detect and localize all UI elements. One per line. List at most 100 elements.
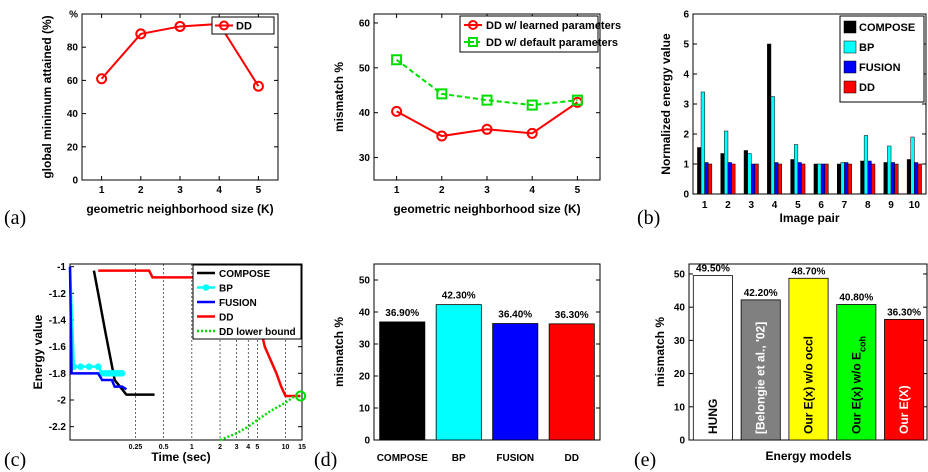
data-point	[86, 364, 92, 370]
x-tick-label: 5	[255, 444, 259, 451]
y-tick-label: -2.2	[49, 422, 67, 433]
y-tick-label: 6	[683, 10, 689, 21]
x-tick-label: 2	[725, 200, 731, 211]
bar-category-label: Our E(X)	[897, 385, 911, 434]
legend-label: BP	[859, 42, 874, 54]
y-axis-label: Energy value	[31, 314, 45, 389]
y-tick-label: -1.6	[49, 342, 67, 353]
bar	[864, 136, 868, 195]
x-tick-label: 2	[138, 185, 144, 196]
y-axis-label: global minimum attained (%)	[40, 15, 54, 178]
x-tick-label: 5	[795, 200, 801, 211]
bar-value-label: 42.30%	[442, 291, 476, 302]
bar	[791, 160, 795, 195]
bar	[818, 164, 822, 194]
bar	[907, 160, 911, 195]
bar	[744, 151, 748, 195]
legend: DD w/ learned parametersDD w/ default pa…	[460, 16, 621, 52]
panel-label: (a)	[4, 207, 26, 229]
y-tick-label: 20	[674, 369, 686, 380]
x-tick-label: DD	[565, 453, 579, 464]
x-tick-label: 3	[177, 185, 183, 196]
legend-label: FUSION	[219, 298, 257, 309]
y-tick-label: 60	[67, 76, 79, 87]
bar	[821, 164, 825, 194]
bar	[728, 163, 732, 195]
x-tick-label: 4	[216, 185, 222, 196]
chart-a: 020406080%1 2 3 4 5DDglobal minimum attained…	[40, 10, 278, 217]
y-axis-label: Normalized energy value	[659, 33, 673, 175]
bar-value-label: 40.80%	[839, 293, 873, 304]
bar	[767, 44, 771, 194]
panel-label: (b)	[637, 207, 660, 229]
bar	[775, 163, 779, 195]
y-tick-label: 50	[359, 276, 371, 287]
x-axis-label: geometric neighborhood size (K)	[86, 202, 273, 216]
x-tick-label: 5	[256, 185, 262, 196]
bar	[841, 163, 845, 195]
legend-label: DD w/ learned parameters	[486, 20, 621, 32]
x-tick-label: FUSION	[496, 453, 534, 464]
bar-value-label: 36.30%	[887, 307, 921, 318]
bar	[801, 164, 805, 194]
chart-e: 0102030405049.50%HUNG42.20%[Belongie et …	[653, 264, 927, 463]
y-tick-label: 40	[674, 303, 686, 314]
y-tick-label: 1	[683, 160, 689, 171]
x-tick-label: 5	[575, 185, 581, 196]
bar	[825, 164, 829, 194]
x-axis-label: geometric neighborhood size (K)	[393, 202, 580, 216]
panel-label: (e)	[634, 449, 656, 471]
bar	[732, 164, 736, 194]
y-tick-label: 0	[364, 436, 370, 447]
bar	[798, 163, 802, 195]
bar	[814, 164, 818, 194]
y-axis-label: mismatch %	[653, 317, 667, 387]
y-tick-label: 40	[359, 108, 371, 119]
bar	[549, 324, 594, 440]
bar	[884, 163, 888, 195]
y-tick-label: -1	[57, 262, 66, 273]
bar	[868, 161, 872, 194]
series-line	[220, 396, 301, 440]
y-tick-label: 0	[683, 190, 689, 201]
bar	[887, 146, 891, 194]
x-tick-label: 8	[865, 200, 871, 211]
series-line	[397, 60, 578, 105]
x-tick-label: 4	[246, 444, 250, 451]
data-point	[78, 364, 84, 370]
x-tick-label: 3	[748, 200, 754, 211]
y-tick-label: 30	[359, 153, 371, 164]
bar	[708, 164, 712, 194]
bar	[778, 164, 782, 194]
series-line	[397, 102, 578, 136]
bar-value-label: 49.50%	[696, 264, 730, 275]
legend: COMPOSE BP FUSION DD	[840, 16, 924, 102]
data-point	[119, 371, 125, 377]
bar	[771, 97, 775, 195]
chart-c: -2.2 -2 -1.8 -1.6 -1.4 -1.2 -1 0.25 0.5 1 2 3 4 5 10 15…	[31, 262, 306, 464]
x-axis-label: Image pair	[779, 211, 839, 225]
x-tick-label: 10	[282, 444, 290, 451]
x-tick-label: 10	[909, 200, 921, 211]
bar	[755, 164, 759, 194]
data-point	[203, 285, 209, 291]
bar	[914, 163, 918, 195]
y-tick-label: %	[69, 10, 78, 21]
y-tick-label: -2	[57, 396, 66, 407]
chart-mismatch-k: 304050601 2 3 4 5DD w/ learned parametersDD …	[332, 14, 621, 216]
y-axis-label: mismatch %	[332, 317, 346, 387]
x-tick-label: 9	[888, 200, 894, 211]
legend-label: DD lower bound	[219, 327, 296, 338]
panel-label: (d)	[314, 449, 337, 471]
bar	[493, 324, 538, 440]
y-tick-label: -1.4	[49, 316, 67, 327]
x-tick-label: 2	[218, 444, 222, 451]
x-tick-label: 15	[298, 444, 306, 451]
legend-label: DD	[236, 21, 252, 33]
bar	[848, 164, 852, 194]
bar-value-label: 36.40%	[498, 310, 532, 321]
bar	[697, 148, 701, 195]
y-tick-label: -1.2	[49, 289, 67, 300]
x-axis-label: Time (sec)	[151, 450, 210, 464]
